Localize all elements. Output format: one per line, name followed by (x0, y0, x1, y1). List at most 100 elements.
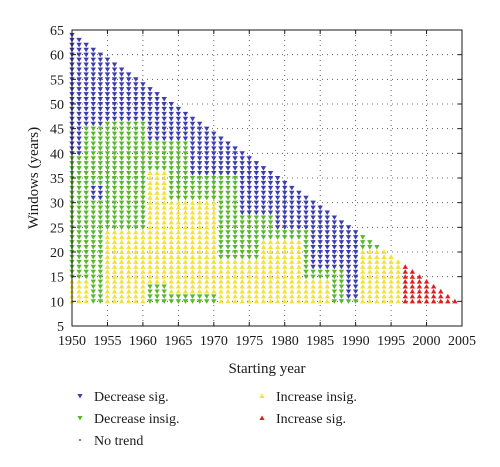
point-inc-insig (182, 288, 189, 294)
point-inc-insig (260, 244, 267, 250)
point-inc-insig (204, 234, 210, 240)
y-tick-label: 65 (50, 24, 64, 39)
point-dec-sig (352, 269, 359, 275)
point-dec-insig (161, 299, 167, 304)
point-inc-insig (126, 274, 132, 279)
y-tick-label: 10 (50, 295, 64, 310)
point-dec-insig (260, 235, 267, 240)
point-inc-insig (189, 239, 196, 245)
point-dec-sig (289, 195, 295, 201)
point-inc-insig (161, 175, 167, 181)
point-dec-insig (126, 131, 132, 137)
point-dec-sig (189, 161, 196, 166)
point-dec-sig (161, 131, 167, 137)
point-dec-insig (211, 195, 217, 201)
point-inc-insig (111, 229, 118, 235)
point-dec-insig (76, 175, 82, 181)
point-dec-sig (211, 131, 217, 137)
legend-label-dec-insig: Decrease insig. (94, 412, 180, 427)
point-dec-sig (196, 141, 203, 147)
point-inc-insig (274, 274, 281, 279)
point-inc-insig (154, 224, 160, 230)
point-dec-insig (90, 136, 96, 142)
point-inc-insig (182, 269, 189, 274)
point-dec-insig (133, 126, 139, 132)
point-dec-sig (97, 57, 104, 63)
point-inc-insig (274, 249, 281, 255)
point-dec-insig (111, 166, 118, 171)
point-dec-sig (282, 205, 288, 211)
point-dec-insig (83, 200, 89, 206)
point-dec-insig (303, 274, 309, 280)
point-inc-insig (196, 244, 203, 250)
point-dec-sig (345, 230, 352, 235)
point-dec-insig (182, 146, 189, 151)
point-dec-insig (76, 215, 82, 221)
point-inc-insig (211, 264, 217, 269)
point-dec-sig (317, 249, 323, 255)
point-dec-insig (83, 215, 89, 221)
point-inc-insig (282, 259, 288, 264)
point-dec-insig (189, 185, 196, 191)
point-dec-insig (126, 220, 132, 225)
point-inc-insig (267, 239, 274, 245)
point-dec-insig (154, 141, 160, 147)
point-inc-insig (118, 239, 125, 245)
point-dec-sig (289, 220, 295, 225)
point-inc-sig (402, 298, 408, 304)
point-inc-sig (402, 293, 408, 299)
point-inc-insig (289, 264, 295, 269)
point-dec-sig (345, 279, 352, 285)
point-inc-insig (189, 209, 196, 215)
point-dec-insig (83, 235, 89, 240)
point-inc-insig (395, 283, 401, 289)
point-dec-insig (232, 249, 238, 255)
point-dec-sig (90, 87, 96, 92)
point-dec-insig (76, 269, 82, 275)
point-dec-insig (196, 180, 203, 186)
point-dec-sig (147, 106, 153, 112)
point-inc-insig (239, 269, 245, 274)
point-inc-insig (147, 214, 153, 220)
point-inc-insig (161, 264, 167, 269)
point-inc-insig (126, 279, 132, 284)
point-dec-insig (83, 136, 89, 142)
point-dec-insig (76, 264, 82, 270)
point-dec-insig (90, 146, 96, 151)
point-dec-sig (97, 62, 104, 68)
point-dec-insig (303, 235, 309, 240)
point-inc-insig (289, 293, 295, 299)
point-inc-insig (168, 244, 174, 250)
point-inc-insig (367, 249, 373, 255)
point-inc-insig (168, 254, 174, 259)
point-dec-sig (83, 62, 89, 68)
point-dec-insig (140, 205, 146, 211)
point-inc-insig (274, 244, 281, 250)
point-dec-insig (360, 235, 366, 240)
point-inc-insig (388, 274, 394, 279)
point-inc-insig (310, 298, 316, 304)
point-inc-insig (204, 288, 210, 294)
point-inc-insig (147, 209, 153, 215)
point-dec-insig (140, 210, 146, 216)
point-dec-sig (338, 225, 345, 230)
point-dec-sig (97, 116, 104, 122)
point-dec-sig (189, 126, 196, 132)
point-dec-sig (76, 151, 82, 156)
point-dec-sig (126, 101, 132, 107)
point-inc-insig (147, 234, 153, 240)
point-inc-insig (104, 244, 111, 250)
point-dec-sig (97, 52, 104, 58)
point-dec-sig (267, 171, 274, 176)
point-inc-insig (282, 288, 288, 294)
point-dec-insig (140, 121, 146, 127)
point-inc-insig (381, 259, 387, 264)
point-dec-sig (118, 101, 125, 107)
point-inc-insig (204, 219, 210, 225)
point-dec-insig (111, 126, 118, 132)
point-dec-insig (218, 180, 224, 186)
point-dec-sig (296, 200, 302, 206)
point-inc-insig (161, 254, 167, 259)
point-inc-insig (253, 283, 260, 289)
point-inc-insig (282, 274, 288, 279)
